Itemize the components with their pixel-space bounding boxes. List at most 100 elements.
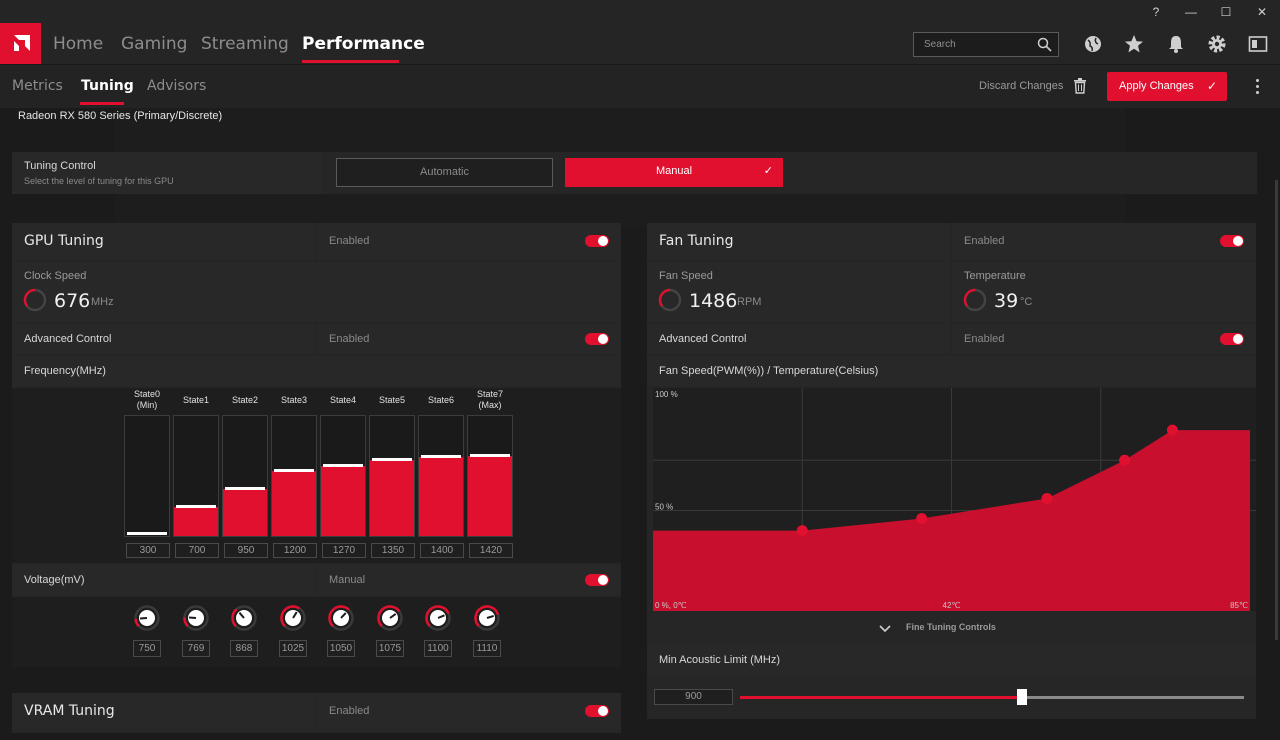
voltage-value-input[interactable]: 1110: [473, 640, 501, 657]
tab-performance[interactable]: Performance: [302, 34, 425, 54]
frequency-state-bar[interactable]: [418, 415, 464, 537]
fan-curve-chart[interactable]: 100 % 50 % 0 %, 0℃ 42℃ 85℃: [653, 388, 1256, 611]
voltage-knob[interactable]: [376, 604, 404, 632]
close-icon[interactable]: ✕: [1256, 5, 1268, 19]
fan-curve-point[interactable]: [1166, 424, 1178, 436]
gpu-tuning-panel: GPU Tuning Enabled Clock Speed 676 MHz A…: [12, 223, 621, 667]
fan-curve-svg[interactable]: 100 % 50 % 0 %, 0℃ 42℃ 85℃: [653, 388, 1256, 611]
fine-tuning-controls[interactable]: Fine Tuning Controls: [647, 613, 1256, 643]
frequency-state-bar[interactable]: [222, 415, 268, 537]
tab-streaming[interactable]: Streaming: [201, 34, 289, 54]
frequency-state-label: State1: [182, 395, 210, 405]
frequency-state-bar[interactable]: [320, 415, 366, 537]
voltage-value-input[interactable]: 868: [230, 640, 258, 657]
fan-curve-point[interactable]: [916, 513, 928, 525]
frequency-state-bar[interactable]: [124, 415, 170, 537]
frequency-state-bar[interactable]: [173, 415, 219, 537]
frequency-bar-handle[interactable]: [421, 455, 461, 458]
chevron-down-icon[interactable]: [879, 621, 891, 639]
voltage-knob[interactable]: [473, 604, 501, 632]
sidebar-icon[interactable]: [1248, 34, 1270, 56]
vram-tuning-toggle[interactable]: [585, 705, 609, 717]
sub-nav-bar: Metrics Tuning Advisors Discard Changes …: [0, 64, 1280, 108]
voltage-knob[interactable]: [230, 604, 258, 632]
tab-home[interactable]: Home: [53, 34, 104, 54]
frequency-state-label: State5: [378, 395, 406, 405]
frequency-bar-fill: [321, 466, 365, 536]
tab-advisors[interactable]: Advisors: [147, 78, 207, 94]
voltage-toggle[interactable]: [585, 574, 609, 586]
voltage-value-input[interactable]: 1025: [279, 640, 307, 657]
vram-tuning-title: VRAM Tuning: [24, 703, 115, 719]
maximize-icon[interactable]: ☐: [1220, 5, 1232, 19]
automatic-button[interactable]: Automatic: [336, 158, 553, 187]
tab-tuning[interactable]: Tuning: [81, 78, 134, 94]
min-acoustic-input[interactable]: 900: [654, 689, 733, 705]
advanced-control-toggle[interactable]: [585, 333, 609, 345]
trash-icon[interactable]: [1073, 78, 1087, 99]
more-options-icon[interactable]: [1256, 79, 1260, 97]
fan-tuning-toggle[interactable]: [1220, 235, 1244, 247]
voltage-knob[interactable]: [279, 604, 307, 632]
frequency-bar-handle[interactable]: [225, 487, 265, 490]
voltage-value-input[interactable]: 1075: [376, 640, 404, 657]
tab-gaming[interactable]: Gaming: [121, 34, 188, 54]
manual-button[interactable]: Manual ✓: [565, 158, 783, 187]
voltage-knobs: 750 769 868 1025 1050 1075 1100 1110: [12, 597, 621, 667]
y-tick-label: 50 %: [655, 503, 673, 512]
search-input[interactable]: Search: [913, 32, 1059, 57]
frequency-value-input[interactable]: 1420: [469, 543, 513, 558]
fan-advanced-control-label: Advanced Control: [659, 333, 747, 345]
gpu-tuning-toggle[interactable]: [585, 235, 609, 247]
bell-icon[interactable]: [1166, 34, 1188, 56]
voltage-value-input[interactable]: 750: [133, 640, 161, 657]
apply-changes-button[interactable]: Apply Changes ✓: [1107, 72, 1227, 101]
frequency-bar-fill: [370, 460, 414, 536]
voltage-knob[interactable]: [133, 604, 161, 632]
fan-curve-point[interactable]: [796, 525, 808, 537]
voltage-knob[interactable]: [327, 604, 355, 632]
frequency-bar-handle[interactable]: [274, 469, 314, 472]
fine-tuning-label[interactable]: Fine Tuning Controls: [906, 622, 996, 632]
frequency-value-input[interactable]: 1270: [322, 543, 366, 558]
frequency-bar-handle[interactable]: [323, 464, 363, 467]
voltage-knob[interactable]: [182, 604, 210, 632]
frequency-value-input[interactable]: 300: [126, 543, 170, 558]
frequency-value-input[interactable]: 1200: [273, 543, 317, 558]
frequency-value-input[interactable]: 1400: [420, 543, 464, 558]
frequency-state-bar[interactable]: [467, 415, 513, 537]
manual-label: Manual: [655, 165, 693, 177]
discard-changes-button[interactable]: Discard Changes: [979, 80, 1064, 92]
temperature-unit: °C: [1020, 296, 1033, 308]
help-icon[interactable]: ?: [1152, 5, 1160, 19]
frequency-value-input[interactable]: 950: [224, 543, 268, 558]
frequency-bar-handle[interactable]: [176, 505, 216, 508]
minimize-icon[interactable]: —: [1185, 5, 1197, 19]
frequency-state-bar[interactable]: [271, 415, 317, 537]
frequency-value-input[interactable]: 1350: [371, 543, 415, 558]
voltage-value-input[interactable]: 1050: [327, 640, 355, 657]
frequency-value-input[interactable]: 700: [175, 543, 219, 558]
frequency-bar-handle[interactable]: [470, 454, 510, 457]
voltage-knob[interactable]: [424, 604, 452, 632]
voltage-value-input[interactable]: 769: [182, 640, 210, 657]
min-acoustic-slider-thumb[interactable]: [1017, 689, 1027, 705]
search-icon[interactable]: [1037, 37, 1052, 57]
advanced-control-status-cell: Enabled: [317, 324, 621, 354]
apply-changes-label: Apply Changes: [1119, 80, 1194, 92]
frequency-state-bar[interactable]: [369, 415, 415, 537]
x-tick-label: 85℃: [1230, 601, 1248, 610]
frequency-bar-handle[interactable]: [372, 458, 412, 461]
fan-curve-point[interactable]: [1041, 492, 1053, 504]
star-icon[interactable]: [1124, 34, 1146, 56]
scrollbar[interactable]: [1275, 180, 1278, 640]
gear-icon[interactable]: [1207, 34, 1229, 56]
fan-advanced-toggle[interactable]: [1220, 333, 1244, 345]
globe-icon[interactable]: [1083, 34, 1105, 56]
amd-logo-icon[interactable]: [0, 23, 41, 64]
tab-metrics[interactable]: Metrics: [12, 78, 63, 94]
voltage-status: Manual: [329, 574, 366, 586]
frequency-bar-handle[interactable]: [127, 532, 167, 535]
voltage-value-input[interactable]: 1100: [424, 640, 452, 657]
fan-curve-point[interactable]: [1119, 454, 1131, 466]
